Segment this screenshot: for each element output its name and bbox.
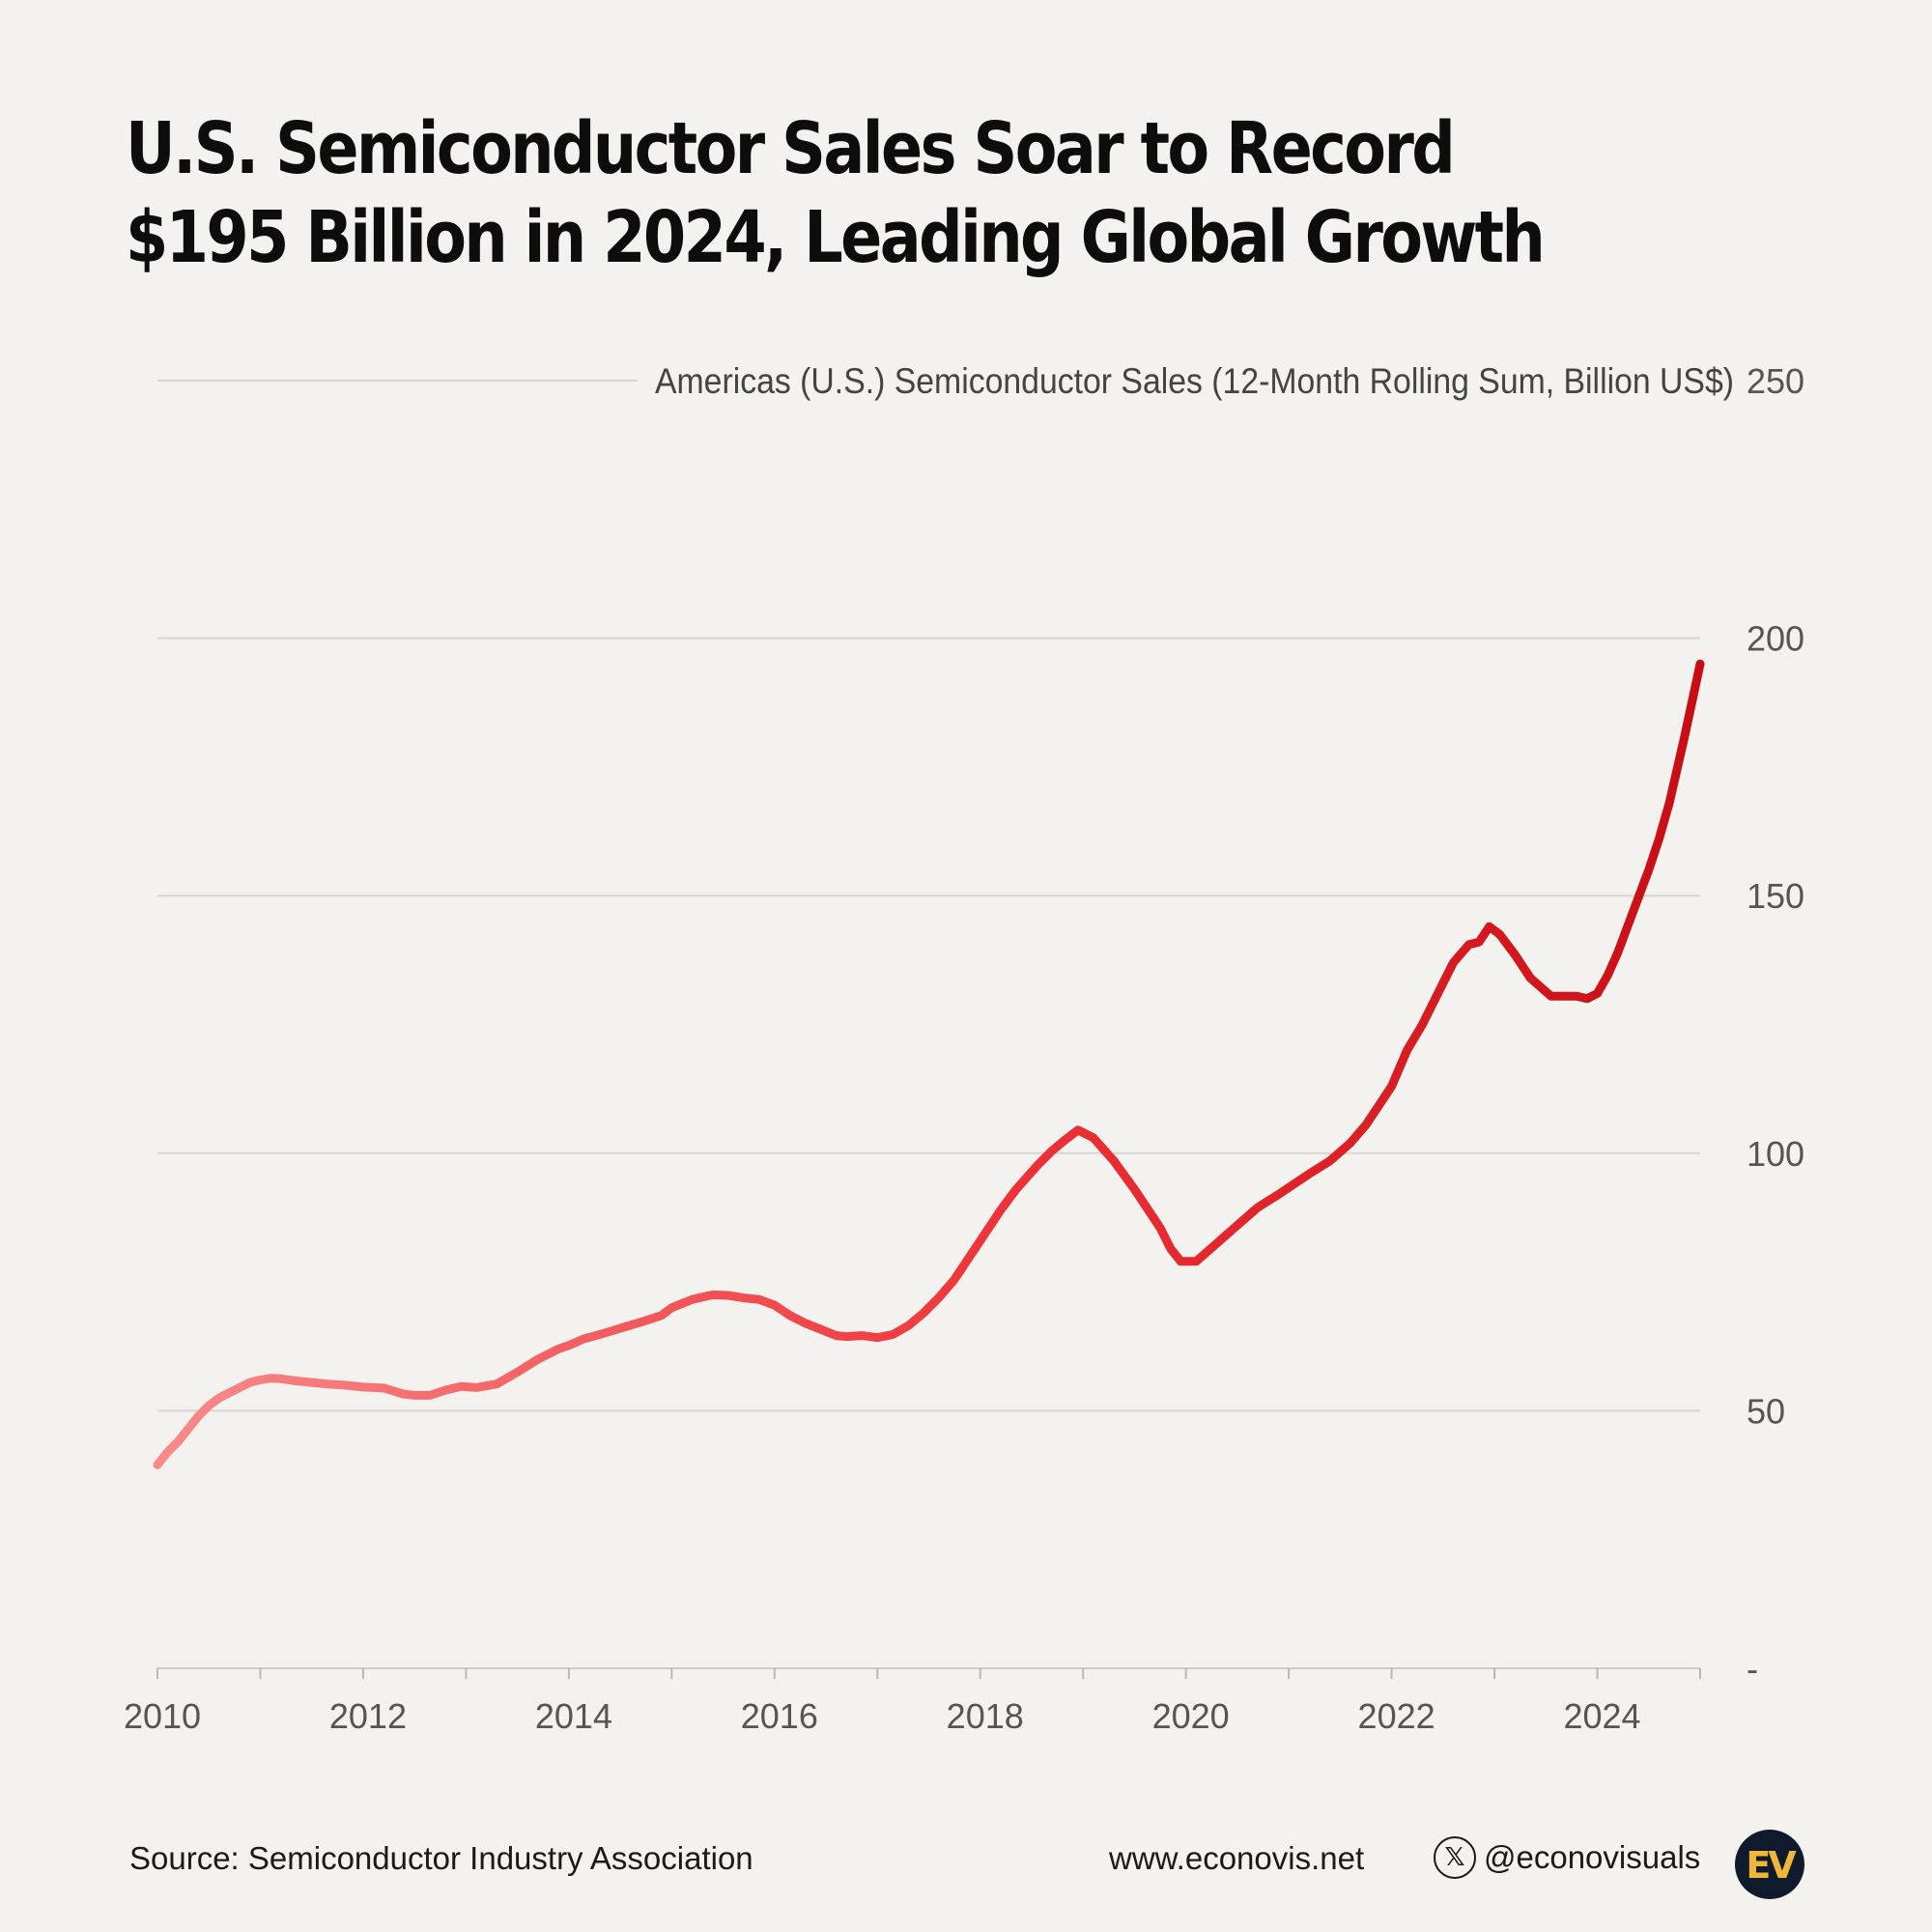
x-tick-label: 2018 <box>947 1696 1024 1736</box>
logo-mark: EV <box>1746 1844 1800 1887</box>
y-tick-label: 250 <box>1747 361 1804 401</box>
x-tick-label: 2014 <box>535 1696 612 1736</box>
x-tick-label: 2010 <box>124 1696 201 1736</box>
chart-title: Americas (U.S.) Semiconductor Sales (12-… <box>655 361 1734 401</box>
social-handle: @econovisuals <box>1484 1839 1701 1875</box>
chart-title-background <box>638 357 1739 406</box>
y-axis-ticks: 250 200 150 100 50 - <box>1747 361 1804 1689</box>
y-tick-label: 50 <box>1747 1391 1785 1431</box>
page-title: U.S. Semiconductor Sales Soar to Record … <box>126 107 1546 279</box>
social-handle-link[interactable]: 𝕏 @econovisuals <box>1434 1833 1700 1882</box>
series-line <box>153 659 1705 1469</box>
y-tick-label: 100 <box>1747 1134 1804 1174</box>
econovis-logo-icon: EV <box>1735 1830 1804 1899</box>
x-tick-label: 2016 <box>741 1696 818 1736</box>
source-note: Source: Semiconductor Industry Associati… <box>129 1840 753 1876</box>
x-axis <box>156 1667 1701 1679</box>
gridlines <box>157 380 1700 1412</box>
x-tick-label: 2020 <box>1152 1696 1230 1736</box>
x-tick-label: 2024 <box>1563 1696 1640 1736</box>
x-icon: 𝕏 <box>1434 1836 1476 1879</box>
x-tick-label: 2022 <box>1358 1696 1435 1736</box>
x-axis-ticks: 2010 2012 2014 2016 2018 2020 2022 2024 <box>124 1696 1641 1736</box>
website-link[interactable]: www.econovis.net <box>1109 1840 1365 1876</box>
y-tick-label: 150 <box>1747 876 1804 916</box>
x-tick-label: 2012 <box>329 1696 407 1736</box>
y-tick-label: - <box>1747 1649 1758 1689</box>
logo-text: EV <box>1746 1844 1797 1887</box>
y-tick-label: 200 <box>1747 619 1804 659</box>
